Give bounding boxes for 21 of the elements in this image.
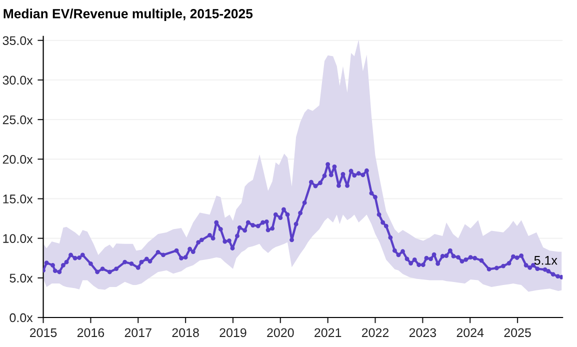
x-tick-label: 2018 — [172, 328, 199, 338]
y-tick-label: 5.0x — [10, 274, 33, 283]
y-tick-label: 15.0x — [3, 194, 33, 204]
y-tick-label: 0.0x — [10, 313, 33, 322]
x-tick-label: 2025 — [504, 328, 531, 338]
x-tick-label: 2020 — [267, 328, 294, 338]
y-tick-label: 35.0x — [2, 36, 33, 46]
x-tick-label: 2023 — [409, 328, 436, 338]
y-tick-label: 30.0x — [2, 76, 33, 85]
y-tick-label: 10.0x — [3, 234, 33, 243]
x-tick-label: 2017 — [124, 328, 152, 338]
x-tick-label: 2022 — [362, 328, 389, 338]
chart-title: Median EV/Revenue multiple, 2015-2025 — [4, 8, 253, 21]
x-tick-label: 2021 — [314, 328, 342, 338]
y-tick-label: 25.0x — [2, 115, 33, 124]
annotation: 5.1x — [534, 256, 558, 265]
x-tick-label: 2019 — [220, 328, 246, 338]
x-tick-label: 2015 — [30, 328, 57, 338]
x-tick-label: 2016 — [77, 328, 104, 338]
y-tick-label: 20.0x — [2, 154, 33, 164]
x-tick-label: 2024 — [456, 328, 484, 338]
